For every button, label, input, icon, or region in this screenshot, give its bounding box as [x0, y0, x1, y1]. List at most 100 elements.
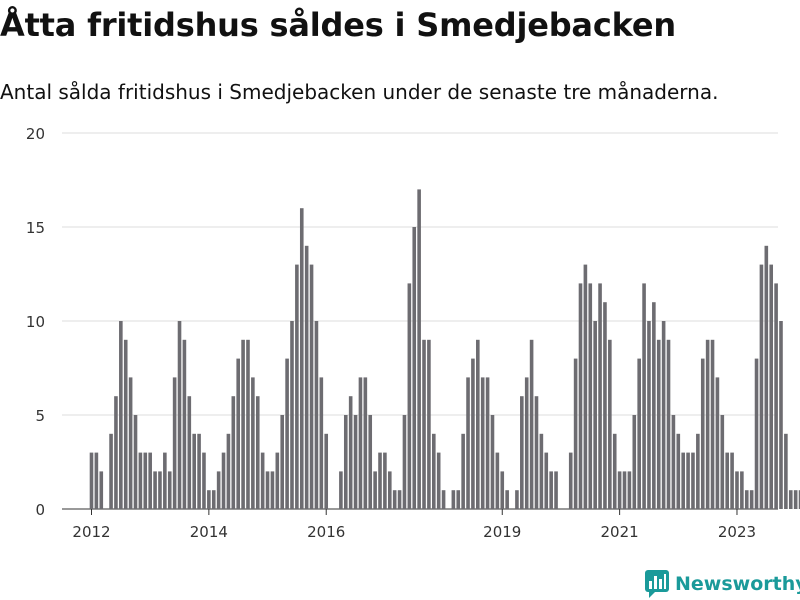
bar: [759, 264, 764, 509]
bar: [696, 433, 700, 509]
bar: [441, 490, 446, 509]
bar: [304, 245, 309, 510]
bar: [622, 471, 627, 509]
bar: [407, 283, 412, 509]
bar: [588, 283, 593, 509]
bar: [598, 283, 602, 509]
bar: [167, 471, 172, 509]
bar: [275, 452, 280, 509]
bar: [383, 452, 387, 509]
bar: [353, 415, 358, 509]
bar: [348, 396, 353, 509]
bar: [705, 339, 710, 509]
bar: [612, 433, 617, 509]
bar: [744, 490, 749, 509]
newsworthy-chart-logo-icon: [645, 570, 669, 598]
bar: [725, 452, 729, 509]
bar: [676, 433, 681, 509]
bar: [163, 452, 167, 509]
bar: [554, 471, 558, 509]
bar: [471, 358, 475, 509]
bar: [666, 339, 671, 509]
bar: [197, 433, 201, 509]
bar: [754, 358, 759, 509]
bar: [578, 283, 583, 509]
bar: [373, 471, 377, 509]
bar: [568, 452, 573, 509]
bar: [524, 377, 529, 509]
bar: [432, 433, 436, 509]
bar: [378, 452, 382, 509]
bar: [358, 377, 363, 509]
x-tick-label: 2021: [601, 523, 639, 541]
bar: [476, 339, 480, 509]
bar: [246, 339, 250, 509]
bar: [119, 321, 123, 509]
bar: [637, 358, 641, 509]
bar: [299, 208, 304, 509]
bar: [177, 321, 182, 509]
bar: [265, 471, 270, 509]
bar: [495, 452, 500, 509]
bar: [671, 415, 676, 509]
bar: [480, 377, 485, 509]
bar: [788, 490, 793, 509]
bar: [343, 415, 348, 509]
bar: [549, 471, 553, 509]
bar: [593, 321, 597, 509]
bar: [505, 490, 509, 509]
bar: [143, 452, 148, 509]
bar: [260, 452, 265, 509]
y-tick-label: 5: [35, 407, 45, 425]
bar: [539, 433, 544, 509]
chart-title: Åtta fritidshus såldes i Smedjebacken: [0, 6, 676, 44]
bar: [793, 490, 798, 509]
bar: [363, 377, 368, 509]
bar: [515, 490, 519, 509]
bar: [172, 377, 177, 509]
bar: [255, 396, 260, 509]
bar: [114, 396, 118, 509]
bar: [392, 490, 397, 509]
y-tick-label: 15: [26, 219, 45, 237]
bar: [192, 433, 196, 509]
bar: [207, 490, 211, 509]
bar: [270, 471, 275, 509]
bar: [529, 339, 534, 509]
bar: [133, 415, 138, 509]
bar: [251, 377, 255, 509]
bar: [290, 321, 294, 509]
x-tick-label: 2023: [718, 523, 756, 541]
bar: [603, 302, 607, 509]
bar: [735, 471, 739, 509]
bar: [500, 471, 505, 509]
x-tick-label: 2012: [72, 523, 110, 541]
bar: [740, 471, 744, 509]
bar: [661, 321, 666, 509]
bar: [89, 452, 94, 509]
bar: [715, 377, 720, 509]
chart-subtitle: Antal sålda fritidshus i Smedjebacken un…: [0, 80, 719, 104]
bar: [295, 264, 299, 509]
bar: [720, 415, 725, 509]
bar: [138, 452, 143, 509]
bar: [642, 283, 646, 509]
bar: [749, 490, 754, 509]
bar: [451, 490, 456, 509]
bar: [387, 471, 392, 509]
bar: [784, 433, 788, 509]
bar: [148, 452, 152, 509]
bar: [681, 452, 685, 509]
bar: [520, 396, 524, 509]
bar: [153, 471, 157, 509]
bar: [544, 452, 549, 509]
bar: [730, 452, 734, 509]
bar: [285, 358, 289, 509]
bar: [700, 358, 705, 509]
bar: [182, 339, 187, 509]
x-tick-label: 2016: [307, 523, 345, 541]
bar: [339, 471, 343, 509]
bar: [158, 471, 162, 509]
x-tick-label: 2014: [190, 523, 228, 541]
